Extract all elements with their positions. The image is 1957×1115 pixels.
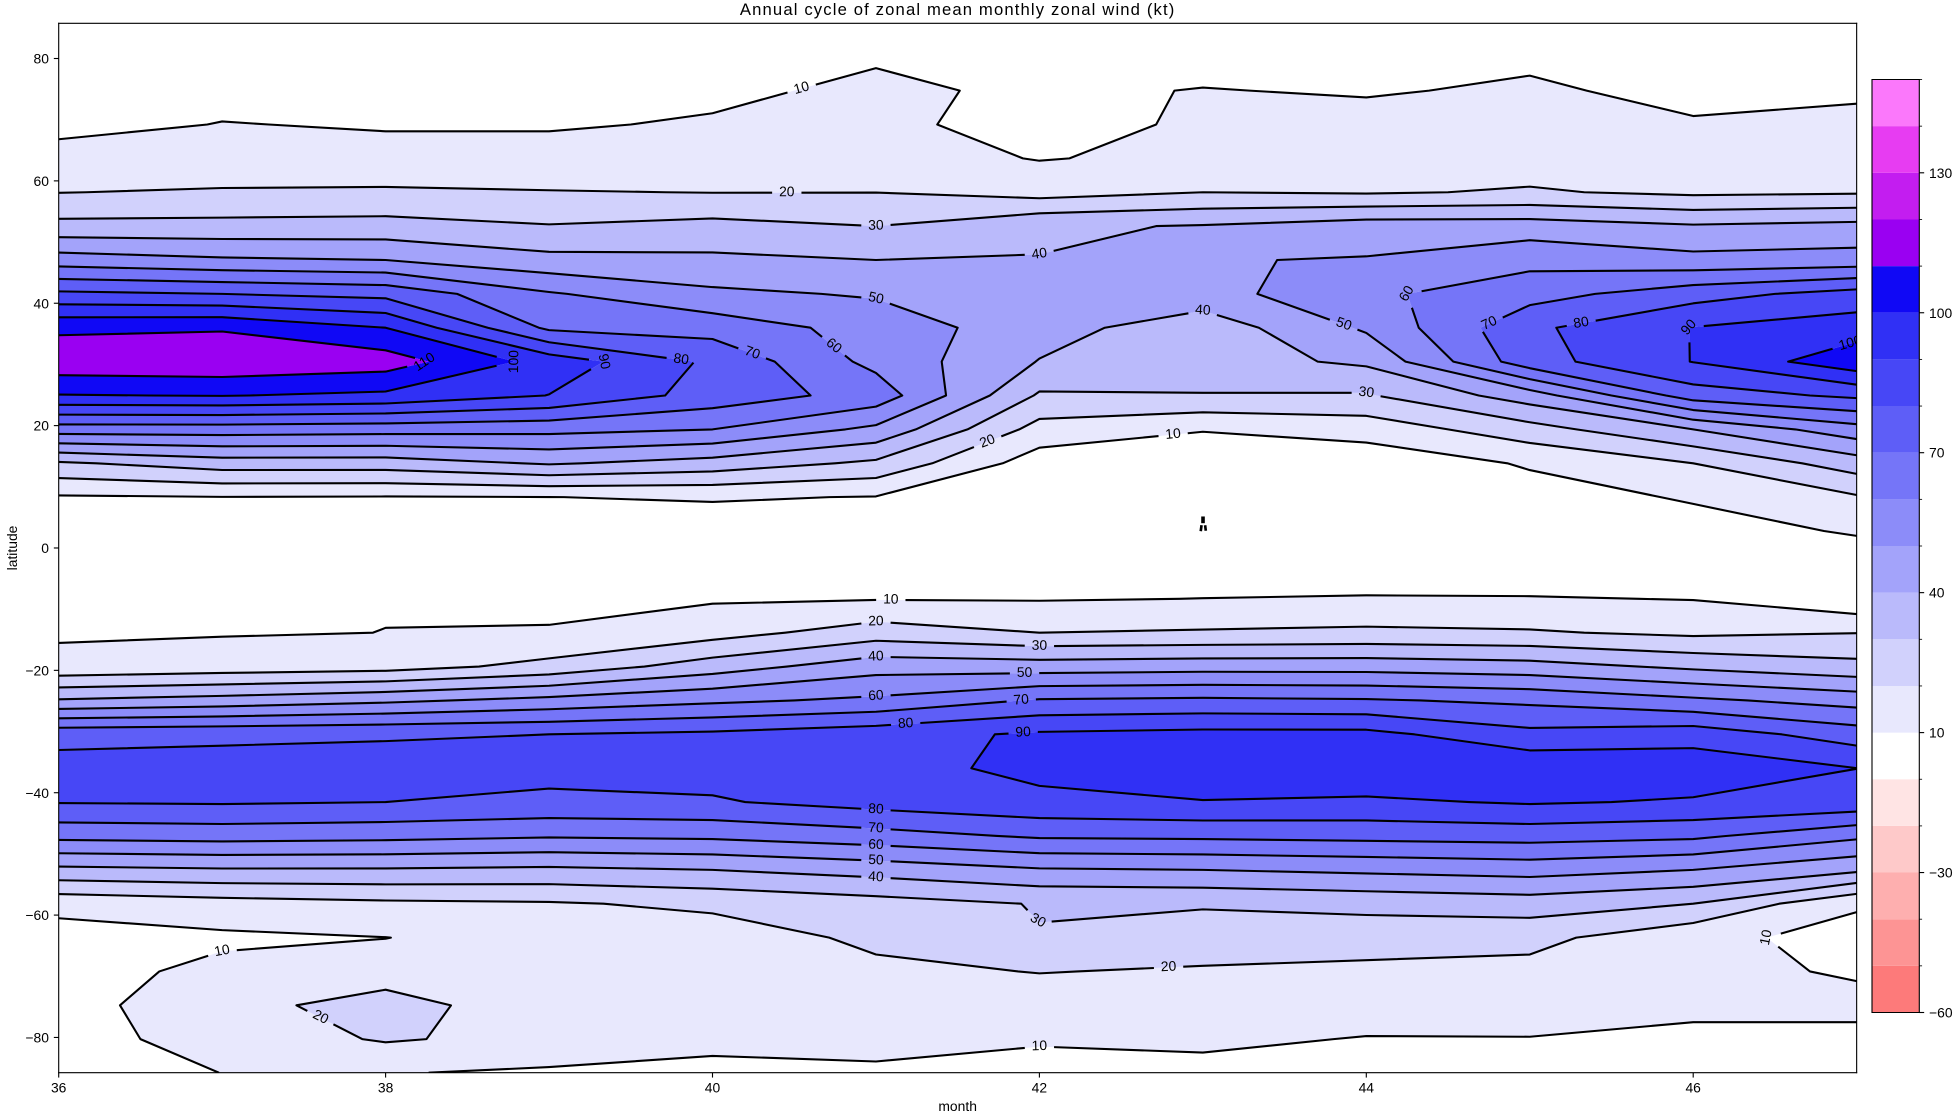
svg-text:latitude: latitude bbox=[4, 525, 20, 570]
svg-text:100: 100 bbox=[1837, 331, 1864, 353]
svg-text:40: 40 bbox=[1030, 244, 1048, 262]
svg-text:10: 10 bbox=[213, 941, 231, 960]
svg-text:80: 80 bbox=[897, 714, 914, 731]
svg-text:10: 10 bbox=[792, 77, 811, 97]
svg-text:40: 40 bbox=[34, 295, 50, 311]
svg-text:10: 10 bbox=[1165, 425, 1182, 442]
svg-text:30: 30 bbox=[868, 217, 884, 233]
svg-text:Annual cycle of zonal mean mon: Annual cycle of zonal mean monthly zonal… bbox=[740, 0, 1176, 19]
svg-text:40: 40 bbox=[1195, 301, 1212, 318]
svg-text:60: 60 bbox=[868, 835, 884, 852]
svg-text:130: 130 bbox=[1929, 165, 1952, 181]
svg-text:0: 0 bbox=[41, 540, 49, 556]
svg-text:20: 20 bbox=[1160, 958, 1176, 975]
svg-text:30: 30 bbox=[1358, 383, 1376, 401]
svg-text:10: 10 bbox=[1031, 1037, 1047, 1053]
svg-text:50: 50 bbox=[1017, 664, 1033, 680]
svg-text:40: 40 bbox=[868, 868, 885, 885]
svg-text:90: 90 bbox=[1015, 723, 1032, 740]
svg-text:100: 100 bbox=[1929, 305, 1952, 321]
svg-text:100: 100 bbox=[505, 350, 521, 374]
svg-text:46: 46 bbox=[1685, 1079, 1701, 1095]
svg-text:80: 80 bbox=[1572, 313, 1590, 332]
svg-text:10: 10 bbox=[1756, 928, 1775, 947]
svg-text:44: 44 bbox=[1359, 1079, 1375, 1095]
svg-text:10: 10 bbox=[1929, 725, 1945, 741]
svg-text:20: 20 bbox=[977, 430, 997, 451]
svg-text:60: 60 bbox=[34, 173, 50, 189]
svg-text:40: 40 bbox=[868, 647, 884, 664]
svg-text:70: 70 bbox=[868, 819, 885, 836]
svg-text:80: 80 bbox=[868, 800, 885, 817]
svg-text:40: 40 bbox=[705, 1079, 721, 1095]
svg-text:20: 20 bbox=[310, 1006, 331, 1027]
svg-text:20: 20 bbox=[779, 183, 795, 199]
svg-text:−80: −80 bbox=[25, 1029, 49, 1045]
svg-text:10: 10 bbox=[883, 591, 899, 607]
svg-text:−60: −60 bbox=[1929, 1005, 1953, 1021]
svg-text:80: 80 bbox=[34, 51, 50, 67]
svg-text:40: 40 bbox=[1929, 585, 1945, 601]
svg-text:30: 30 bbox=[1028, 909, 1050, 931]
svg-text:month: month bbox=[938, 1098, 977, 1114]
svg-text:60: 60 bbox=[1395, 282, 1417, 304]
svg-text:36: 36 bbox=[51, 1079, 67, 1095]
svg-text:20: 20 bbox=[868, 612, 884, 628]
svg-text:−60: −60 bbox=[25, 907, 49, 923]
svg-text:42: 42 bbox=[1032, 1079, 1048, 1095]
svg-text:−30: −30 bbox=[1929, 865, 1953, 881]
svg-text:70: 70 bbox=[1929, 445, 1945, 461]
svg-text:80: 80 bbox=[673, 350, 691, 368]
svg-text:30: 30 bbox=[1032, 637, 1048, 653]
svg-text:70: 70 bbox=[1478, 312, 1499, 333]
svg-text:90: 90 bbox=[596, 352, 615, 371]
svg-text:20: 20 bbox=[34, 418, 50, 434]
svg-text:70: 70 bbox=[1013, 690, 1030, 707]
svg-text:70: 70 bbox=[743, 342, 763, 362]
svg-text:−40: −40 bbox=[25, 785, 49, 801]
svg-text:50: 50 bbox=[1334, 313, 1354, 333]
svg-text:38: 38 bbox=[378, 1079, 394, 1095]
svg-text:50: 50 bbox=[867, 288, 886, 307]
svg-text:−20: −20 bbox=[25, 662, 49, 678]
svg-text:60: 60 bbox=[868, 686, 885, 703]
svg-text:50: 50 bbox=[868, 851, 884, 868]
